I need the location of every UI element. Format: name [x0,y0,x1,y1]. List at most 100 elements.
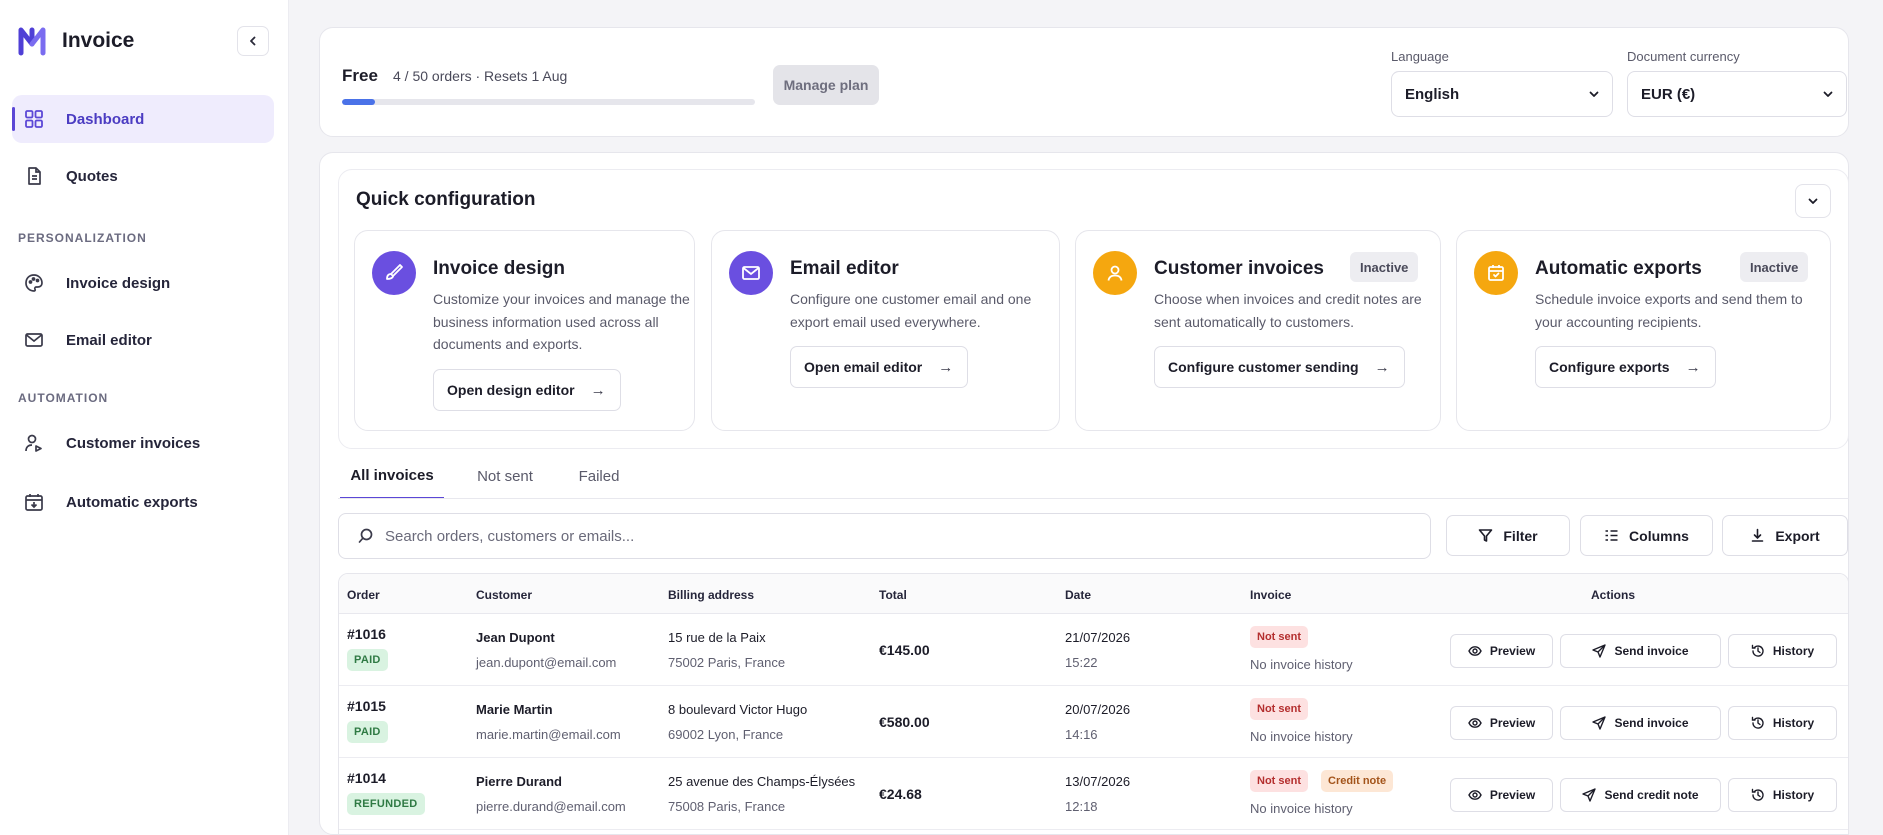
section-personalization: PERSONALIZATION [18,231,147,245]
order-id[interactable]: #1014 [347,770,386,786]
export-label: Export [1775,527,1820,544]
language-select[interactable]: English [1391,71,1613,117]
status-badge: Inactive [1350,252,1419,282]
preview-button[interactable]: Preview [1450,634,1553,668]
customer-email: jean.dupont@email.com [476,655,617,670]
button-label: Open design editor [447,382,575,398]
mail-icon [22,328,46,352]
status-badge: PAID [347,721,388,743]
sidebar-item-quotes[interactable]: Quotes [12,152,274,200]
history-button[interactable]: History [1728,778,1837,812]
search-input[interactable]: Search orders, customers or emails... [338,513,1431,559]
columns-label: Columns [1629,527,1689,544]
card-description-line: documents and exports. [433,336,583,352]
send-invoice-button[interactable]: Send invoice [1560,634,1721,668]
filter-button[interactable]: Filter [1446,515,1570,556]
column-header-total[interactable]: Total [879,588,907,602]
history-icon [1751,788,1764,801]
card-description-line: sent automatically to customers. [1154,313,1354,330]
language-label: Language [1391,49,1449,64]
order-id[interactable]: #1015 [347,698,386,714]
invoices-table: Order Customer Billing address Total Dat… [338,573,1849,835]
send-label: Send invoice [1614,644,1689,658]
sidebar-item-dashboard[interactable]: Dashboard [12,95,274,143]
order-total: €580.00 [879,714,930,730]
invoice-history-text: No invoice history [1250,801,1353,816]
send-icon [1592,716,1607,730]
sidebar-item-label: Quotes [66,167,118,185]
invoice-status-tag: Not sent [1250,698,1308,720]
order-date: 20/07/2026 [1065,702,1131,717]
customer-email: marie.martin@email.com [476,727,621,742]
order-time: 12:18 [1065,799,1098,814]
sidebar-item-email-editor[interactable]: Email editor [12,316,274,364]
order-date: 13/07/2026 [1065,774,1131,789]
brand[interactable]: Invoice [18,26,134,56]
plan-name: Free [342,66,378,85]
plan-usage: 4 / 50 orders · Resets 1 Aug [393,68,568,84]
preview-button[interactable]: Preview [1450,778,1553,812]
column-header-invoice[interactable]: Invoice [1250,588,1292,602]
history-button[interactable]: History [1728,634,1837,668]
column-header-order[interactable]: Order [347,588,380,602]
export-button[interactable]: Export [1722,515,1848,556]
columns-button[interactable]: Columns [1580,515,1713,556]
send-credit-note-button[interactable]: Send credit note [1560,778,1721,812]
filter-icon [1479,529,1493,542]
billing-address-line2: 75002 Paris, France [668,655,786,670]
quick-configuration-toggle[interactable] [1795,184,1831,218]
customer-name: Marie Martin [476,702,553,717]
collapse-sidebar-button[interactable] [237,26,269,56]
send-invoice-button[interactable]: Send invoice [1560,706,1721,740]
column-header-date[interactable]: Date [1065,588,1092,602]
status-badge: Inactive [1740,252,1809,282]
send-icon [1582,788,1597,802]
quick-configuration-title: Quick configuration [356,189,536,210]
currency-select[interactable]: EUR (€) [1627,71,1847,117]
columns-icon [1605,530,1618,541]
invoice-history-text: No invoice history [1250,657,1353,672]
chevron-down-icon [1823,91,1833,97]
manage-plan-button[interactable]: Manage plan [773,65,879,105]
palette-brush-icon [372,251,416,295]
brand-logo-icon [18,27,46,56]
open-email-editor-button[interactable]: Open email editor → [790,346,969,388]
order-id[interactable]: #1016 [347,626,386,642]
preview-label: Preview [1489,716,1536,730]
table-row[interactable]: #1015 PAID Marie Martin marie.martin@ema… [339,686,1848,758]
tab-all-invoices[interactable]: All invoices [340,454,444,499]
open-design-editor-button[interactable]: Open design editor → [433,369,621,411]
order-time: 15:22 [1065,655,1098,670]
configure-customer-sending-button[interactable]: Configure customer sending → [1154,346,1405,388]
eye-icon [1468,718,1482,728]
table-row[interactable]: #1014 REFUNDED Pierre Durand pierre.dura… [339,758,1848,830]
plan-usage-bar-fill [342,99,376,105]
table-row[interactable]: #1016 PAID Jean Dupont jean.dupont@email… [339,614,1848,686]
document-icon [22,164,46,188]
table-header: Order Customer Billing address Total Dat… [339,574,1848,614]
sidebar-item-label: Invoice design [66,274,171,292]
order-time: 14:16 [1065,727,1098,742]
sidebar-item-invoice-design[interactable]: Invoice design [12,259,274,307]
history-button[interactable]: History [1728,706,1837,740]
sidebar-item-customer-invoices[interactable]: Customer invoices [12,419,274,467]
tab-not-sent[interactable]: Not sent [477,468,533,485]
sidebar-item-automatic-exports[interactable]: Automatic exports [12,478,274,526]
column-header-actions: Actions [1591,588,1636,602]
column-header-customer[interactable]: Customer [476,588,533,602]
export-icon [1752,528,1764,542]
configure-exports-button[interactable]: Configure exports → [1535,346,1716,388]
sidebar: Invoice Dashboard Quotes PERSONALIZATION… [0,0,289,835]
dashboard-grid-icon [22,107,46,131]
billing-address-line1: 15 rue de la Paix [668,630,766,645]
calendar-icon [1474,251,1518,295]
invoice-status-tag: Not sent [1250,626,1308,648]
arrow-right-icon: → [1374,358,1390,376]
invoice-status-tag: Not sent [1250,770,1308,792]
section-automation: AUTOMATION [18,391,109,405]
history-icon [1751,716,1764,729]
language-value: English [1405,85,1460,103]
tab-failed[interactable]: Failed [578,468,620,485]
preview-button[interactable]: Preview [1450,706,1553,740]
column-header-billing-address[interactable]: Billing address [668,588,755,602]
